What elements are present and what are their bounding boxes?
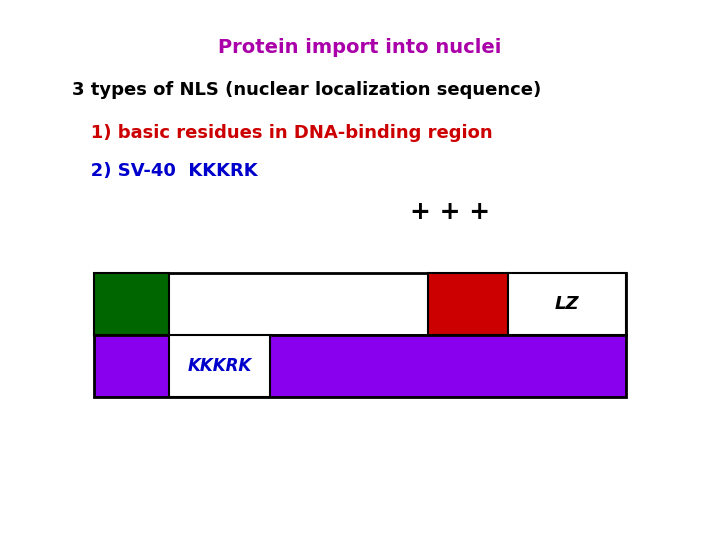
Text: LZ: LZ — [554, 295, 580, 313]
Text: KKKRK: KKKRK — [187, 357, 252, 375]
Text: 2) SV-40  KKKRK: 2) SV-40 KKKRK — [72, 162, 258, 180]
Text: 1) basic residues in DNA-binding region: 1) basic residues in DNA-binding region — [72, 124, 492, 142]
Text: Protein import into nuclei: Protein import into nuclei — [218, 38, 502, 57]
Text: + + +: + + + — [410, 200, 490, 224]
Text: 3 types of NLS (nuclear localization sequence): 3 types of NLS (nuclear localization seq… — [72, 81, 541, 99]
